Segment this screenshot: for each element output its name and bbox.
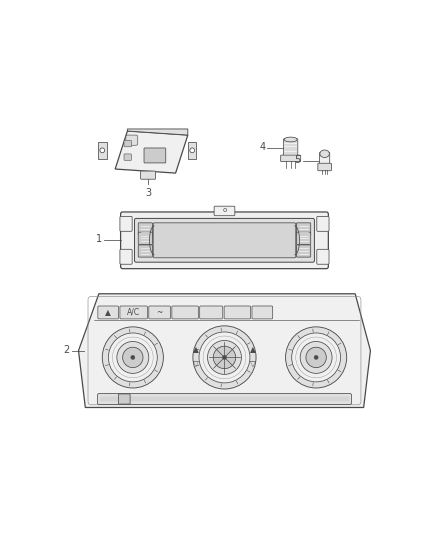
Text: ▲: ▲	[251, 345, 256, 354]
Circle shape	[320, 221, 325, 227]
Text: ▲: ▲	[105, 308, 111, 317]
FancyBboxPatch shape	[120, 212, 328, 269]
Text: 3: 3	[145, 188, 151, 198]
FancyBboxPatch shape	[320, 152, 330, 165]
FancyBboxPatch shape	[297, 232, 311, 245]
FancyBboxPatch shape	[172, 306, 198, 319]
Ellipse shape	[284, 137, 297, 142]
FancyBboxPatch shape	[281, 155, 300, 161]
Text: 4: 4	[259, 142, 265, 151]
Circle shape	[223, 356, 226, 359]
FancyBboxPatch shape	[317, 216, 329, 231]
Polygon shape	[98, 142, 107, 159]
Text: 5: 5	[295, 155, 301, 165]
FancyBboxPatch shape	[134, 219, 314, 262]
Text: ▽: ▽	[251, 359, 256, 368]
Circle shape	[292, 333, 341, 382]
FancyBboxPatch shape	[100, 397, 349, 401]
Circle shape	[100, 148, 105, 153]
Text: o: o	[223, 207, 226, 213]
Text: A/C: A/C	[127, 308, 140, 317]
Circle shape	[193, 326, 256, 389]
Circle shape	[320, 254, 325, 260]
Text: 1: 1	[95, 235, 102, 244]
FancyBboxPatch shape	[141, 171, 155, 179]
FancyBboxPatch shape	[283, 139, 298, 157]
FancyBboxPatch shape	[297, 245, 311, 257]
Polygon shape	[78, 294, 371, 408]
FancyBboxPatch shape	[126, 135, 138, 146]
FancyBboxPatch shape	[120, 306, 148, 319]
FancyBboxPatch shape	[144, 148, 166, 163]
Ellipse shape	[320, 150, 329, 157]
FancyBboxPatch shape	[124, 154, 131, 160]
FancyBboxPatch shape	[120, 249, 132, 264]
FancyBboxPatch shape	[214, 206, 235, 216]
Circle shape	[208, 341, 241, 374]
FancyBboxPatch shape	[98, 393, 351, 405]
FancyBboxPatch shape	[318, 163, 332, 171]
Circle shape	[190, 148, 194, 153]
Circle shape	[314, 356, 318, 359]
Polygon shape	[127, 129, 188, 135]
FancyBboxPatch shape	[138, 232, 152, 245]
Circle shape	[124, 254, 129, 260]
Text: ▽: ▽	[193, 359, 198, 368]
FancyBboxPatch shape	[317, 249, 329, 264]
FancyBboxPatch shape	[224, 306, 251, 319]
Circle shape	[117, 342, 149, 374]
Polygon shape	[188, 142, 196, 159]
Text: ▲: ▲	[193, 345, 198, 354]
FancyBboxPatch shape	[153, 223, 296, 258]
Polygon shape	[115, 131, 188, 173]
Circle shape	[102, 327, 163, 388]
Circle shape	[124, 221, 129, 227]
Circle shape	[108, 333, 157, 382]
Circle shape	[131, 356, 135, 359]
FancyBboxPatch shape	[149, 306, 170, 319]
Circle shape	[213, 346, 236, 369]
FancyBboxPatch shape	[138, 245, 152, 257]
Circle shape	[286, 327, 347, 388]
Circle shape	[300, 342, 332, 374]
Circle shape	[199, 332, 250, 383]
Circle shape	[123, 347, 143, 368]
FancyBboxPatch shape	[119, 394, 130, 404]
FancyBboxPatch shape	[124, 140, 131, 147]
Text: 2: 2	[64, 345, 70, 354]
Circle shape	[306, 347, 326, 368]
FancyBboxPatch shape	[252, 306, 273, 319]
Text: ~: ~	[156, 308, 163, 317]
FancyBboxPatch shape	[200, 306, 223, 319]
FancyBboxPatch shape	[120, 216, 132, 231]
FancyBboxPatch shape	[297, 223, 311, 235]
FancyBboxPatch shape	[138, 223, 152, 235]
FancyBboxPatch shape	[98, 306, 119, 319]
